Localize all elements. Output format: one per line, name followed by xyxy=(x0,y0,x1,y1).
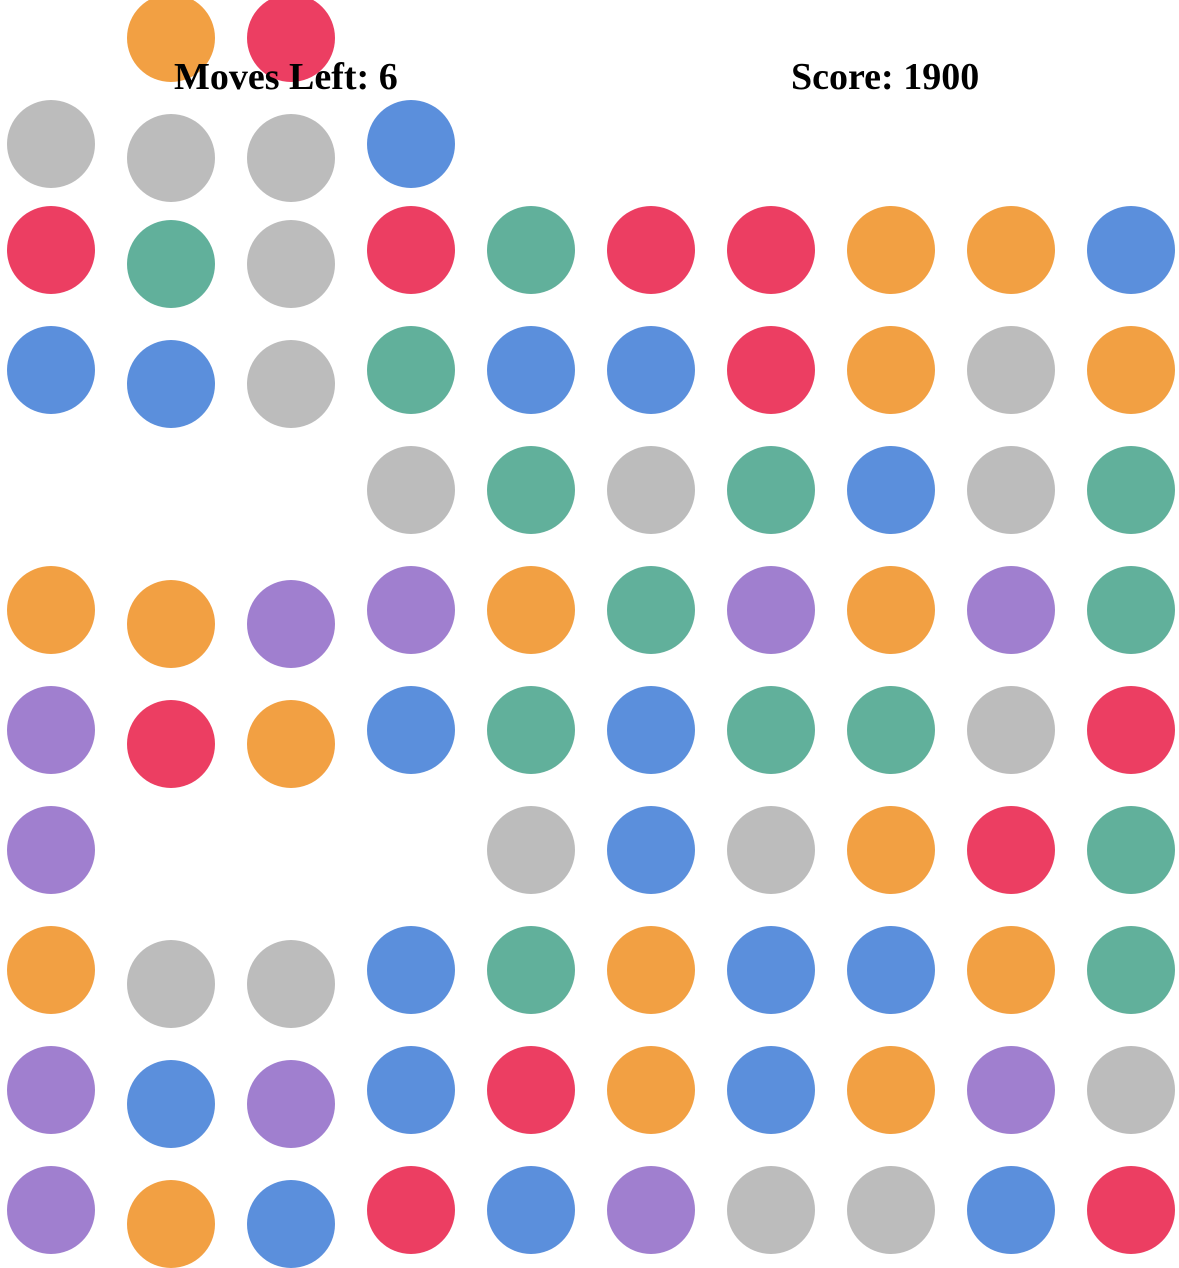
dot-red[interactable] xyxy=(487,1046,575,1134)
dot-red[interactable] xyxy=(727,206,815,294)
dot-green[interactable] xyxy=(1087,926,1175,1014)
dot-red[interactable] xyxy=(727,326,815,414)
dot-orange[interactable] xyxy=(847,1046,935,1134)
dot-gray[interactable] xyxy=(847,1166,935,1254)
dot-orange[interactable] xyxy=(847,326,935,414)
dot-purple[interactable] xyxy=(727,566,815,654)
dot-purple[interactable] xyxy=(247,1060,335,1149)
dot-red[interactable] xyxy=(607,206,695,294)
dot-gray[interactable] xyxy=(127,114,215,202)
dot-green[interactable] xyxy=(487,446,575,534)
dot-orange[interactable] xyxy=(127,0,215,82)
score-value: 1900 xyxy=(903,56,980,98)
dot-red[interactable] xyxy=(367,206,455,294)
dot-red[interactable] xyxy=(1087,686,1175,774)
dot-orange[interactable] xyxy=(7,566,95,654)
dot-blue[interactable] xyxy=(367,926,455,1014)
dot-blue[interactable] xyxy=(367,1046,455,1134)
dot-orange[interactable] xyxy=(847,206,935,294)
dot-red[interactable] xyxy=(247,0,335,82)
dot-red[interactable] xyxy=(1087,1166,1175,1254)
dot-gray[interactable] xyxy=(967,326,1055,414)
dot-purple[interactable] xyxy=(7,1046,95,1134)
dot-orange[interactable] xyxy=(487,566,575,654)
dot-green[interactable] xyxy=(487,206,575,294)
dot-gray[interactable] xyxy=(967,686,1055,774)
dot-gray[interactable] xyxy=(247,940,335,1029)
dot-gray[interactable] xyxy=(1087,1046,1175,1134)
dot-red[interactable] xyxy=(967,806,1055,894)
dot-green[interactable] xyxy=(1087,806,1175,894)
dot-purple[interactable] xyxy=(7,686,95,774)
dot-orange[interactable] xyxy=(607,1046,695,1134)
dot-blue[interactable] xyxy=(727,926,815,1014)
dot-blue[interactable] xyxy=(847,446,935,534)
dot-blue[interactable] xyxy=(607,326,695,414)
moves-left-label: Moves Left: xyxy=(174,56,370,98)
dot-gray[interactable] xyxy=(967,446,1055,534)
dot-red[interactable] xyxy=(127,700,215,789)
dot-blue[interactable] xyxy=(487,326,575,414)
dot-blue[interactable] xyxy=(607,686,695,774)
dot-orange[interactable] xyxy=(607,926,695,1014)
dot-blue[interactable] xyxy=(7,326,95,414)
dot-purple[interactable] xyxy=(967,566,1055,654)
dot-gray[interactable] xyxy=(247,114,335,202)
moves-left-value: 6 xyxy=(378,56,398,98)
dot-red[interactable] xyxy=(7,206,95,294)
dot-purple[interactable] xyxy=(607,1166,695,1254)
dot-blue[interactable] xyxy=(487,1166,575,1254)
dot-purple[interactable] xyxy=(967,1046,1055,1134)
dot-blue[interactable] xyxy=(367,100,455,188)
dot-gray[interactable] xyxy=(127,940,215,1029)
dot-orange[interactable] xyxy=(127,1180,215,1268)
dot-blue[interactable] xyxy=(607,806,695,894)
dot-gray[interactable] xyxy=(607,446,695,534)
dot-orange[interactable] xyxy=(967,926,1055,1014)
dot-orange[interactable] xyxy=(847,566,935,654)
dot-purple[interactable] xyxy=(247,580,335,669)
dot-green[interactable] xyxy=(127,220,215,309)
moves-left-display: Moves Left: 6 xyxy=(174,58,398,96)
dot-blue[interactable] xyxy=(247,1180,335,1268)
dot-gray[interactable] xyxy=(487,806,575,894)
dot-green[interactable] xyxy=(727,446,815,534)
dot-gray[interactable] xyxy=(367,446,455,534)
dot-blue[interactable] xyxy=(847,926,935,1014)
dot-red[interactable] xyxy=(367,1166,455,1254)
dot-green[interactable] xyxy=(1087,566,1175,654)
dot-green[interactable] xyxy=(847,686,935,774)
dot-purple[interactable] xyxy=(367,566,455,654)
dot-blue[interactable] xyxy=(127,340,215,429)
dot-blue[interactable] xyxy=(727,1046,815,1134)
dot-green[interactable] xyxy=(607,566,695,654)
dot-orange[interactable] xyxy=(247,700,335,789)
dot-purple[interactable] xyxy=(7,1166,95,1254)
dot-orange[interactable] xyxy=(127,580,215,669)
dot-gray[interactable] xyxy=(247,340,335,429)
score-label: Score: xyxy=(791,56,894,98)
dot-blue[interactable] xyxy=(1087,206,1175,294)
dot-blue[interactable] xyxy=(967,1166,1055,1254)
dot-orange[interactable] xyxy=(7,926,95,1014)
dot-green[interactable] xyxy=(487,926,575,1014)
dot-blue[interactable] xyxy=(127,1060,215,1149)
dot-orange[interactable] xyxy=(847,806,935,894)
dot-purple[interactable] xyxy=(7,806,95,894)
dot-orange[interactable] xyxy=(967,206,1055,294)
dot-green[interactable] xyxy=(727,686,815,774)
score-display: Score: 1900 xyxy=(791,58,979,96)
dot-gray[interactable] xyxy=(247,220,335,309)
dot-blue[interactable] xyxy=(367,686,455,774)
dot-green[interactable] xyxy=(1087,446,1175,534)
dot-green[interactable] xyxy=(367,326,455,414)
dot-orange[interactable] xyxy=(1087,326,1175,414)
dot-gray[interactable] xyxy=(727,1166,815,1254)
dot-gray[interactable] xyxy=(727,806,815,894)
dot-gray[interactable] xyxy=(7,100,95,188)
dot-green[interactable] xyxy=(487,686,575,774)
